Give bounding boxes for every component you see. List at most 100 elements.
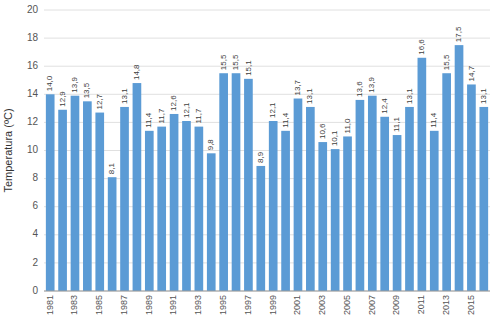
x-tick-label: 1983 xyxy=(69,295,79,315)
bar xyxy=(232,73,241,291)
bar xyxy=(219,73,228,291)
y-tick-label: 20 xyxy=(27,4,39,15)
data-label: 13,6 xyxy=(355,81,364,97)
bar xyxy=(145,131,154,291)
data-label: 13,1 xyxy=(305,88,314,104)
data-label: 12,9 xyxy=(58,91,67,107)
y-tick-label: 14 xyxy=(27,88,39,99)
bar xyxy=(195,127,204,291)
y-tick-label: 2 xyxy=(32,257,38,268)
bar xyxy=(71,96,80,291)
x-tick-label: 2003 xyxy=(317,295,327,315)
bars xyxy=(46,45,488,291)
data-label: 15,1 xyxy=(244,60,253,76)
data-label: 15,5 xyxy=(442,54,451,70)
grid-line xyxy=(44,291,490,292)
bar xyxy=(182,121,191,291)
bar xyxy=(244,79,253,291)
bar xyxy=(343,136,352,291)
data-label: 14,7 xyxy=(467,65,476,81)
data-label: 10,1 xyxy=(330,130,339,146)
bar xyxy=(467,84,476,291)
bar xyxy=(108,177,117,291)
y-tick-label: 16 xyxy=(27,60,39,71)
bar xyxy=(418,58,427,291)
bar xyxy=(306,107,315,291)
data-label: 11,4 xyxy=(281,112,290,128)
bar xyxy=(46,94,55,291)
y-axis: 0 2 4 6 8 10 12 14 16 18 20 xyxy=(27,4,39,296)
y-tick-label: 6 xyxy=(32,200,38,211)
data-label: 10,6 xyxy=(318,123,327,139)
chart-container: 02468101214161820Temperatura (ºC)14,012,… xyxy=(0,0,500,327)
data-label: 15,5 xyxy=(219,54,228,70)
x-axis-line xyxy=(44,291,490,292)
data-label: 17,5 xyxy=(454,26,463,42)
x-tick-label: 1999 xyxy=(268,295,278,315)
data-label: 9,8 xyxy=(206,139,215,151)
bar xyxy=(294,99,303,291)
x-tick-label: 1993 xyxy=(193,295,203,315)
bar xyxy=(58,110,67,291)
data-label: 13,1 xyxy=(479,88,488,104)
x-tick-label: 2013 xyxy=(441,295,451,315)
data-label: 11,1 xyxy=(392,117,401,133)
data-label: 16,6 xyxy=(417,39,426,55)
y-grid xyxy=(44,10,490,291)
x-tick-label: 1981 xyxy=(45,295,55,315)
chart-svg: 02468101214161820Temperatura (ºC)14,012,… xyxy=(0,0,500,327)
bar xyxy=(256,166,265,291)
data-label: 8,1 xyxy=(107,163,116,175)
bar xyxy=(442,73,451,291)
grid-line xyxy=(44,10,490,11)
y-tick-label: 0 xyxy=(32,285,38,296)
y-tick-label: 18 xyxy=(27,32,39,43)
data-label: 13,1 xyxy=(405,88,414,104)
data-label: 14,8 xyxy=(132,64,141,80)
bar xyxy=(393,135,402,291)
bar xyxy=(95,113,104,291)
y-tick-label: 4 xyxy=(32,228,38,239)
bar xyxy=(455,45,464,291)
bar xyxy=(405,107,414,291)
bar xyxy=(157,127,166,291)
y-axis-label: Temperatura (ºC) xyxy=(2,108,14,192)
x-tick-label: 1989 xyxy=(144,295,154,315)
x-tick-label: 2015 xyxy=(466,295,476,315)
bar xyxy=(368,96,377,291)
data-label: 13,1 xyxy=(120,88,129,104)
y-tick-label: 8 xyxy=(32,172,38,183)
data-label: 12,1 xyxy=(268,102,277,118)
bar xyxy=(331,149,340,291)
x-tick-label: 1985 xyxy=(94,295,104,315)
data-label: 12,1 xyxy=(182,102,191,118)
bar xyxy=(170,114,179,291)
x-tick-label: 2011 xyxy=(416,295,426,314)
grid-line xyxy=(44,38,490,39)
bar xyxy=(207,153,216,291)
y-tick-label: 10 xyxy=(27,144,39,155)
bar xyxy=(281,131,290,291)
x-tick-label: 1987 xyxy=(119,295,129,315)
bar xyxy=(83,101,92,291)
data-label: 12,4 xyxy=(380,98,389,114)
data-label: 12,7 xyxy=(95,93,104,109)
data-labels: 14,012,913,913,512,78,113,114,811,411,71… xyxy=(45,26,488,174)
x-tick-label: 2001 xyxy=(292,295,302,315)
data-label: 11,7 xyxy=(157,108,166,124)
bar xyxy=(380,117,389,291)
bar xyxy=(430,131,439,291)
data-label: 13,5 xyxy=(82,82,91,98)
x-tick-label: 1997 xyxy=(243,295,253,315)
data-label: 13,9 xyxy=(70,77,79,93)
data-label: 11,4 xyxy=(144,112,153,128)
y-tick-label: 12 xyxy=(27,116,39,127)
x-tick-label: 2009 xyxy=(391,295,401,315)
data-label: 15,5 xyxy=(231,54,240,70)
bar xyxy=(356,100,365,291)
x-tick-label: 1991 xyxy=(168,295,178,315)
bar xyxy=(318,142,327,291)
bar xyxy=(479,107,488,291)
data-label: 11,7 xyxy=(194,108,203,124)
x-tick-label: 1995 xyxy=(218,295,228,315)
